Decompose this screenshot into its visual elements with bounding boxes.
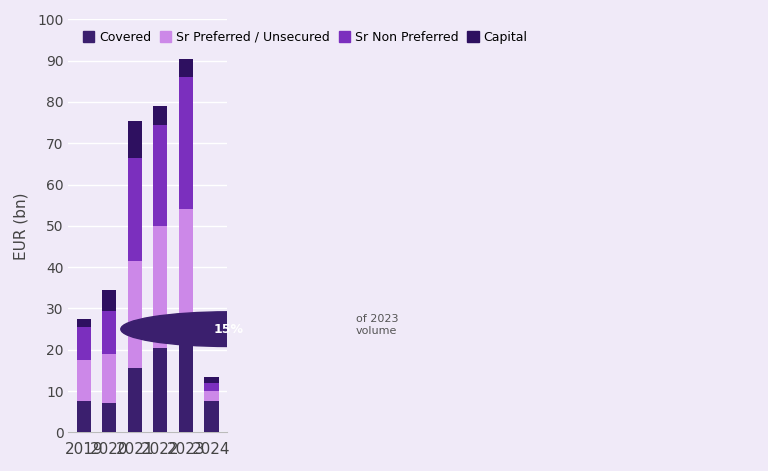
Text: of 2023
volume: of 2023 volume [356,314,399,336]
Bar [77,401,91,432]
Bar [179,210,193,341]
Bar [204,391,219,401]
Bar [154,125,167,226]
Legend: Covered, Sr Preferred / Unsecured, Sr Non Preferred, Capital: Covered, Sr Preferred / Unsecured, Sr No… [78,25,533,49]
Bar [102,310,116,354]
Bar [204,377,219,383]
Bar [77,360,91,401]
Circle shape [121,312,336,347]
Bar [127,261,142,368]
Bar [154,348,167,432]
Bar [179,58,193,77]
Bar [204,401,219,432]
Bar [154,106,167,125]
Bar [102,290,116,310]
Bar [127,121,142,158]
Bar [154,226,167,348]
Text: 15%: 15% [213,323,243,336]
Bar [102,404,116,432]
Bar [77,327,91,360]
Bar [127,368,142,432]
Bar [102,354,116,404]
Bar [77,319,91,327]
Bar [204,383,219,391]
Bar [179,77,193,210]
Bar [179,341,193,432]
Y-axis label: EUR (bn): EUR (bn) [14,192,29,260]
Bar [127,158,142,261]
